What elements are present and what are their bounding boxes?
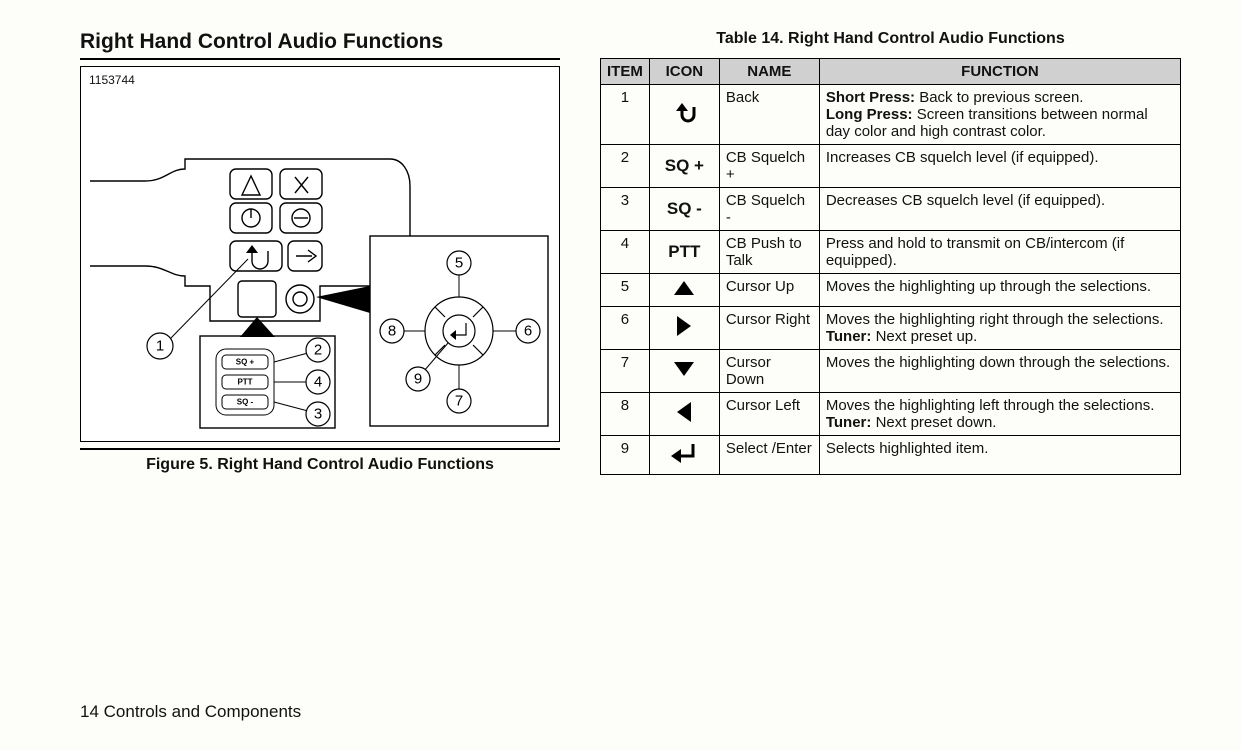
cell-item: 5	[601, 274, 650, 307]
figure-caption: Figure 5. Right Hand Control Audio Funct…	[80, 456, 560, 474]
cell-icon	[649, 85, 719, 145]
cell-name: Cursor Left	[719, 393, 819, 436]
callout-4: 4	[314, 374, 322, 391]
cell-function: Selects highlighted item.	[819, 436, 1180, 475]
table-row: 2 SQ + CB Squelch +Increases CB squelch le…	[601, 145, 1181, 188]
ptt-icon: PTT	[668, 242, 700, 262]
enter-icon	[667, 440, 701, 470]
figure-inner: 1153744	[80, 66, 560, 442]
cell-icon	[649, 274, 719, 307]
detail-sq-plus: SQ +	[236, 358, 255, 367]
cell-icon	[649, 393, 719, 436]
callout-1: 1	[156, 338, 164, 355]
cell-item: 3	[601, 188, 650, 231]
cell-name: Back	[719, 85, 819, 145]
table-row: 9 Select /EnterSelects highlighted item.	[601, 436, 1181, 475]
callout-3: 3	[314, 406, 322, 423]
callout-7: 7	[455, 393, 463, 410]
sq_plus-icon: SQ +	[665, 156, 704, 176]
cell-item: 7	[601, 350, 650, 393]
cell-name: Cursor Right	[719, 307, 819, 350]
cell-item: 1	[601, 85, 650, 145]
right-icon	[674, 314, 694, 342]
cell-name: Cursor Up	[719, 274, 819, 307]
cell-icon: PTT	[649, 231, 719, 274]
callout-5: 5	[455, 255, 463, 272]
cell-function: Press and hold to transmit on CB/interco…	[819, 231, 1180, 274]
cell-function: Moves the highlighting up through the se…	[819, 274, 1180, 307]
cell-function: Moves the highlighting right through the…	[819, 307, 1180, 350]
figure-id: 1153744	[89, 73, 551, 87]
header-function: FUNCTION	[819, 59, 1180, 85]
cell-icon	[649, 350, 719, 393]
callout-9: 9	[414, 371, 422, 388]
table-row: 5 Cursor UpMoves the highlighting up thro…	[601, 274, 1181, 307]
cell-item: 2	[601, 145, 650, 188]
table-row: 6 Cursor RightMoves the highlighting righ…	[601, 307, 1181, 350]
cell-icon: SQ +	[649, 145, 719, 188]
header-name: NAME	[719, 59, 819, 85]
table-row: 4 PTT CB Push to TalkPress and hold to tra…	[601, 231, 1181, 274]
cell-name: CB Push to Talk	[719, 231, 819, 274]
left-icon	[674, 400, 694, 428]
detail-sq-minus: SQ -	[237, 398, 254, 407]
table-row: 7 Cursor DownMoves the highlighting down …	[601, 350, 1181, 393]
cell-item: 9	[601, 436, 650, 475]
manual-page: Right Hand Control Audio Functions 11537…	[0, 0, 1241, 750]
section-title: Right Hand Control Audio Functions	[80, 30, 560, 54]
cell-function: Increases CB squelch level (if equipped)…	[819, 145, 1180, 188]
table-header-row: ITEM ICON NAME FUNCTION	[601, 59, 1181, 85]
header-icon: ICON	[649, 59, 719, 85]
cell-item: 4	[601, 231, 650, 274]
cell-item: 6	[601, 307, 650, 350]
page-footer: 14 Controls and Components	[80, 702, 301, 722]
cell-name: CB Squelch +	[719, 145, 819, 188]
functions-table: ITEM ICON NAME FUNCTION 1 BackShort Press…	[600, 58, 1181, 475]
up-icon	[672, 278, 696, 302]
cell-name: CB Squelch -	[719, 188, 819, 231]
table-row: 8 Cursor LeftMoves the highlighting left …	[601, 393, 1181, 436]
down-icon	[672, 359, 696, 383]
figure-frame: 1153744	[80, 58, 560, 450]
cell-function: Short Press: Back to previous screen.Lon…	[819, 85, 1180, 145]
two-column-layout: Right Hand Control Audio Functions 11537…	[80, 30, 1181, 475]
table-row: 3 SQ - CB Squelch -Decreases CB squelch le…	[601, 188, 1181, 231]
sq_minus-icon: SQ -	[667, 199, 702, 219]
cell-icon	[649, 436, 719, 475]
cell-function: Moves the highlighting down through the …	[819, 350, 1180, 393]
figure-diagram: 1 SQ + PTT	[89, 91, 551, 431]
left-column: Right Hand Control Audio Functions 11537…	[80, 30, 560, 474]
table-row: 1 BackShort Press: Back to previous scree…	[601, 85, 1181, 145]
cell-name: Select /Enter	[719, 436, 819, 475]
cell-icon: SQ -	[649, 188, 719, 231]
right-column: Table 14. Right Hand Control Audio Funct…	[600, 30, 1181, 475]
detail-ptt: PTT	[237, 378, 252, 387]
cell-item: 8	[601, 393, 650, 436]
header-item: ITEM	[601, 59, 650, 85]
back-icon	[666, 101, 702, 129]
callout-8: 8	[388, 323, 396, 340]
cell-function: Moves the highlighting left through the …	[819, 393, 1180, 436]
table-title: Table 14. Right Hand Control Audio Funct…	[600, 30, 1181, 48]
cell-function: Decreases CB squelch level (if equipped)…	[819, 188, 1180, 231]
callout-6: 6	[524, 323, 532, 340]
cell-name: Cursor Down	[719, 350, 819, 393]
callout-2: 2	[314, 342, 322, 359]
cell-icon	[649, 307, 719, 350]
